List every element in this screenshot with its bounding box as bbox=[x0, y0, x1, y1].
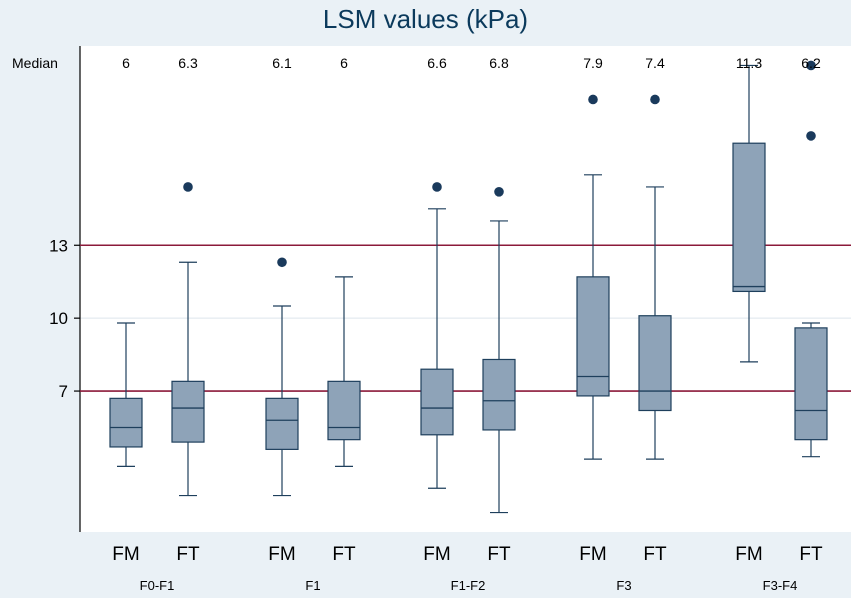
category-label: FT bbox=[332, 544, 356, 565]
group-label: F1-F2 bbox=[451, 578, 486, 593]
box bbox=[482, 358, 516, 431]
median-row-label: Median bbox=[12, 55, 58, 71]
outlier-point bbox=[650, 94, 660, 105]
category-label: FM bbox=[423, 544, 450, 565]
outlier-point bbox=[183, 182, 193, 192]
box bbox=[171, 380, 205, 443]
box bbox=[327, 380, 361, 441]
category-label: FT bbox=[643, 544, 667, 565]
y-tick-label: 7 bbox=[59, 382, 68, 401]
median-value-label: 6.3 bbox=[178, 55, 198, 71]
box bbox=[732, 142, 766, 293]
box bbox=[638, 315, 672, 412]
category-label: FT bbox=[799, 544, 823, 565]
box bbox=[576, 276, 610, 397]
group-label: F3 bbox=[616, 578, 631, 593]
group-label: F3-F4 bbox=[763, 578, 798, 593]
median-value-label: 6.6 bbox=[427, 55, 447, 71]
group-label: F0-F1 bbox=[140, 578, 175, 593]
outlier-point bbox=[588, 94, 598, 105]
outlier-point bbox=[806, 60, 816, 71]
box bbox=[109, 397, 143, 448]
category-label: FM bbox=[112, 544, 139, 565]
outlier-point bbox=[277, 257, 287, 268]
category-label: FM bbox=[579, 544, 606, 565]
median-value-label: 6 bbox=[340, 55, 348, 71]
box bbox=[420, 368, 454, 436]
group-label: F1 bbox=[305, 578, 320, 593]
outlier-point bbox=[806, 131, 816, 141]
median-value-label: 6.8 bbox=[489, 55, 509, 71]
y-tick-label: 13 bbox=[49, 236, 68, 255]
box bbox=[265, 397, 299, 450]
median-value-label: 7.4 bbox=[645, 55, 665, 71]
median-value-label: 6 bbox=[122, 55, 130, 71]
category-label: FM bbox=[735, 544, 762, 565]
median-value-label: 7.9 bbox=[583, 55, 603, 71]
outlier-point bbox=[432, 182, 442, 192]
median-value-label: 6.2 bbox=[801, 55, 821, 71]
outlier-point bbox=[494, 187, 504, 197]
category-label: FM bbox=[268, 544, 295, 565]
chart-title: LSM values (kPa) bbox=[322, 4, 529, 34]
category-label: FT bbox=[487, 544, 511, 565]
median-value-label: 11.3 bbox=[736, 55, 762, 71]
median-value-label: 6.1 bbox=[272, 55, 292, 71]
plot-area bbox=[80, 46, 851, 532]
y-tick-label: 10 bbox=[49, 309, 68, 328]
box bbox=[794, 327, 828, 441]
category-label: FT bbox=[176, 544, 200, 565]
